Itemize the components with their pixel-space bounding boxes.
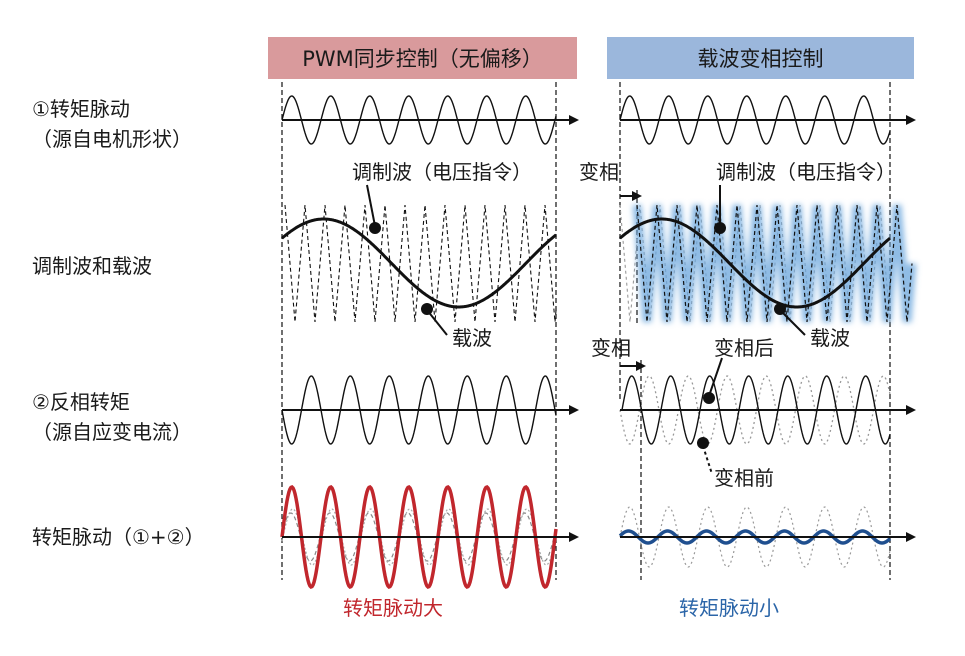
torque-ripple-wave-right [619, 95, 891, 145]
label-phase-shift-2: 变相 [591, 336, 631, 360]
leader-carrier-left [426, 309, 448, 336]
dot-before-shift [697, 437, 709, 449]
dot-modulation-right [714, 222, 726, 234]
carrier-wave-right-shifted [636, 204, 913, 323]
header-pwm-sync: PWM同步控制（无偏移） [268, 37, 577, 79]
modulation-wave-right [618, 217, 891, 309]
label-phase-shift-1: 变相 [579, 160, 619, 184]
sum-component-right-a [619, 506, 891, 568]
header-carrier-phase: 载波变相控制 [607, 37, 914, 79]
dot-carrier-right [774, 303, 786, 315]
label-before-shift: 变相前 [714, 466, 774, 490]
leader-modulation-left [366, 184, 376, 227]
carrier-wave-left [284, 204, 557, 323]
sum-component-left-b [281, 508, 557, 566]
label-modulation-left: 调制波（电压指令） [352, 160, 532, 184]
dot-carrier-left [421, 303, 433, 315]
modulation-wave-left [280, 217, 557, 309]
leader-before-shift [702, 445, 713, 475]
reverse-torque-wave-left [281, 375, 557, 445]
result-small-ripple: 转矩脉动小 [679, 596, 779, 620]
leader-after-shift [708, 357, 723, 397]
label-after-shift: 变相后 [714, 336, 774, 360]
row-label-torque-ripple-source: （源自电机形状） [32, 127, 192, 151]
reverse-torque-wave-right-before [619, 375, 891, 445]
label-carrier-left: 载波 [452, 326, 492, 350]
row-label-reverse-torque-source: （源自应变电流） [32, 420, 192, 444]
result-large-ripple: 转矩脉动大 [343, 596, 443, 620]
label-carrier-right: 载波 [810, 326, 850, 350]
leader-carrier-right [779, 309, 806, 336]
row-label-torque-ripple-sum: 转矩脉动（①+②） [32, 525, 205, 549]
row-label-torque-ripple: ①转矩脉动 [32, 97, 130, 121]
dot-modulation-left [369, 222, 381, 234]
reverse-torque-wave-right-after [621, 375, 891, 445]
row-label-modulation-carrier: 调制波和载波 [32, 254, 152, 278]
large-ripple-wave [280, 484, 558, 590]
label-modulation-right: 调制波（电压指令） [716, 160, 896, 184]
torque-ripple-wave-left [281, 95, 557, 145]
dot-after-shift [703, 392, 715, 404]
row-label-reverse-torque: ②反相转矩 [32, 390, 130, 414]
